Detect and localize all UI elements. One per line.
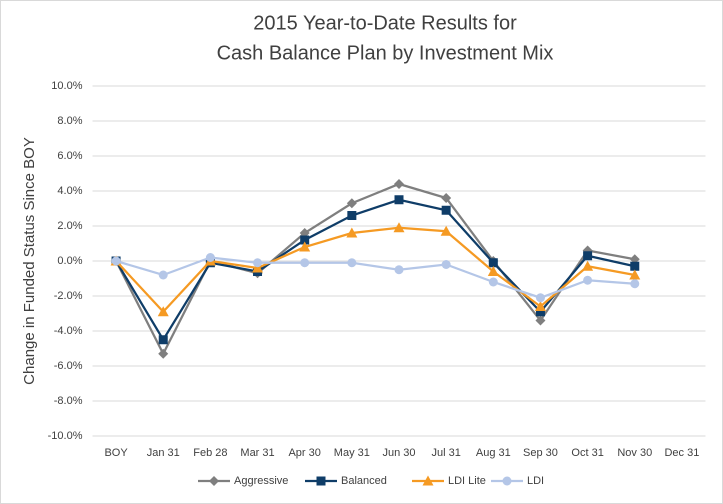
marker xyxy=(394,265,404,275)
legend-marker xyxy=(209,476,219,486)
y-tick-label: 6.0% xyxy=(57,150,82,162)
marker xyxy=(253,258,263,268)
x-tick-label: Dec 31 xyxy=(664,447,699,459)
marker xyxy=(252,262,264,273)
marker xyxy=(158,335,168,345)
legend-label: Aggressive xyxy=(234,475,288,487)
legend-marker xyxy=(316,476,326,486)
marker xyxy=(299,241,311,252)
legend-label: LDI Lite xyxy=(448,475,486,487)
marker xyxy=(535,293,545,303)
y-tick-label: 0.0% xyxy=(57,255,82,267)
y-tick-label: -4.0% xyxy=(54,325,83,337)
chart-title: 2015 Year-to-Date Results for xyxy=(253,12,517,34)
x-tick-label: Apr 30 xyxy=(288,447,320,459)
marker xyxy=(629,269,641,280)
marker xyxy=(583,275,593,285)
series-line xyxy=(115,198,636,342)
y-tick-label: 2.0% xyxy=(57,220,82,232)
marker xyxy=(582,260,594,271)
marker xyxy=(157,306,169,317)
legend-marker xyxy=(422,475,434,486)
marker xyxy=(441,205,451,215)
marker xyxy=(347,211,357,220)
marker xyxy=(488,277,498,287)
chart-title: Cash Balance Plan by Investment Mix xyxy=(217,42,554,64)
y-tick-label: -10.0% xyxy=(48,430,83,442)
marker xyxy=(347,258,357,268)
marker xyxy=(346,227,358,238)
x-tick-label: Sep 30 xyxy=(523,447,558,459)
marker xyxy=(441,193,452,203)
marker xyxy=(300,235,310,245)
marker xyxy=(111,256,121,266)
y-tick-label: -6.0% xyxy=(54,360,83,372)
marker xyxy=(487,266,499,276)
x-tick-label: Jul 31 xyxy=(431,447,460,459)
x-tick-label: Mar 31 xyxy=(240,447,274,459)
marker xyxy=(630,279,640,289)
marker xyxy=(300,258,310,268)
marker xyxy=(535,315,546,326)
y-axis-label: Change in Funded Status Since BOY xyxy=(21,137,38,385)
legend-label: Balanced xyxy=(341,475,387,487)
x-tick-label: Jan 31 xyxy=(147,447,180,459)
marker xyxy=(158,270,168,280)
y-tick-label: -2.0% xyxy=(54,290,83,302)
y-tick-label: 8.0% xyxy=(57,115,82,127)
x-tick-label: Aug 31 xyxy=(476,447,511,459)
marker xyxy=(394,195,404,205)
marker xyxy=(394,179,404,189)
marker xyxy=(441,260,451,269)
x-tick-label: Oct 31 xyxy=(571,447,603,459)
y-tick-label: 10.0% xyxy=(51,80,82,92)
x-tick-label: May 31 xyxy=(334,447,370,459)
x-tick-label: BOY xyxy=(104,447,128,459)
marker xyxy=(488,258,498,268)
y-tick-label: -8.0% xyxy=(54,395,83,407)
marker xyxy=(158,348,169,359)
y-tick-label: 4.0% xyxy=(57,185,82,197)
marker xyxy=(534,301,546,311)
marker xyxy=(205,253,215,262)
marker xyxy=(535,307,545,317)
x-tick-label: Nov 30 xyxy=(617,447,652,459)
marker xyxy=(346,198,357,209)
x-tick-label: Jun 30 xyxy=(382,447,415,459)
x-tick-label: Feb 28 xyxy=(193,447,227,459)
legend-label: LDI xyxy=(527,475,544,487)
series-line xyxy=(115,226,635,314)
series-line xyxy=(115,256,635,299)
marker xyxy=(393,222,405,233)
marker xyxy=(440,225,452,236)
marker xyxy=(583,251,593,261)
marker xyxy=(630,261,640,271)
legend-marker xyxy=(502,476,512,486)
